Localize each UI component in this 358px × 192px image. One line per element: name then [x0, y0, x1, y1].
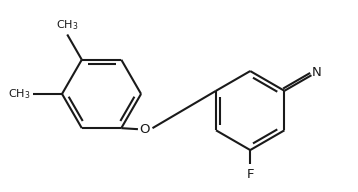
Text: N: N [312, 66, 322, 79]
Text: F: F [246, 168, 254, 181]
Text: CH$_3$: CH$_3$ [56, 19, 78, 32]
Text: CH$_3$: CH$_3$ [8, 87, 31, 101]
Text: O: O [139, 123, 149, 136]
